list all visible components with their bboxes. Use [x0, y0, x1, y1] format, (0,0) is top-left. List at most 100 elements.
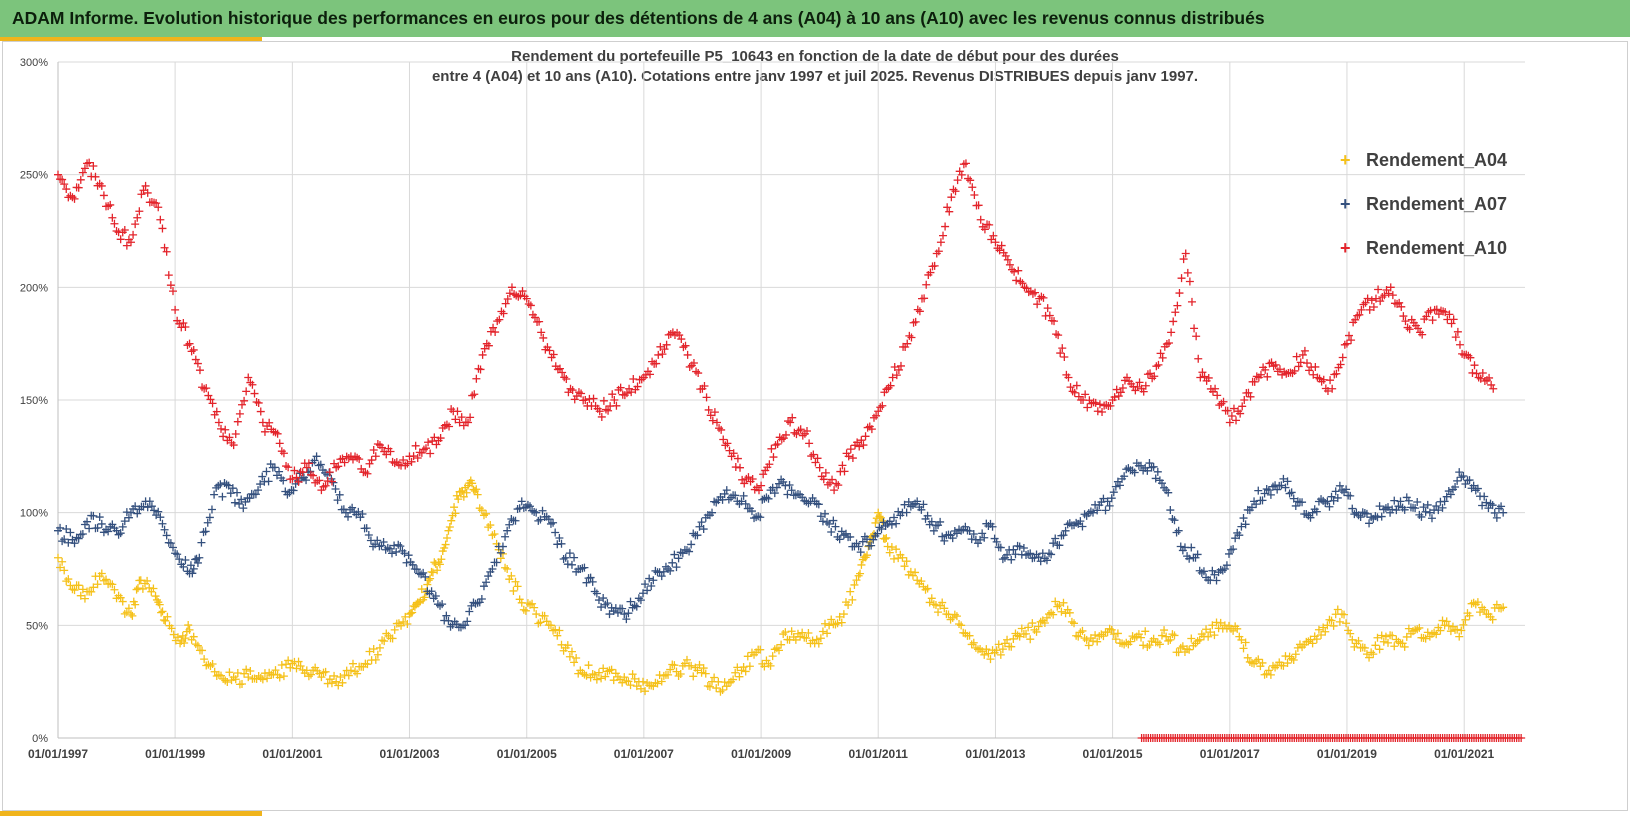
data-point-rendement-a10 [1050, 317, 1059, 326]
data-point-rendement-a04 [365, 647, 374, 656]
data-point-rendement-a04 [363, 660, 372, 669]
data-point-rendement-a04 [528, 599, 537, 608]
data-point-rendement-a10 [689, 358, 698, 367]
data-point-rendement-a07 [1492, 513, 1501, 522]
data-point-rendement-a07 [230, 498, 239, 507]
data-point-rendement-a10 [265, 418, 274, 427]
data-point-rendement-a07 [1264, 486, 1273, 495]
data-point-rendement-a07 [722, 486, 731, 495]
data-point-rendement-a10 [577, 389, 586, 398]
data-point-rendement-a10 [599, 396, 608, 405]
data-point-rendement-a04 [498, 549, 507, 558]
data-point-rendement-a10 [363, 469, 372, 478]
data-point-rendement-a10 [597, 412, 606, 421]
data-point-rendement-a10 [654, 350, 663, 359]
data-point-rendement-a07 [1459, 471, 1468, 480]
data-point-rendement-a07 [1099, 494, 1108, 503]
data-point-rendement-a04 [1469, 598, 1478, 607]
data-point-rendement-a10 [629, 374, 638, 383]
data-point-rendement-a04 [507, 571, 516, 580]
data-point-rendement-a04 [348, 659, 357, 668]
data-point-rendement-a10 [744, 473, 753, 482]
data-point-rendement-a10 [122, 241, 131, 250]
data-point-rendement-a10 [903, 339, 912, 348]
data-point-rendement-a10 [198, 383, 207, 392]
data-point-rendement-a07 [687, 540, 696, 549]
data-point-rendement-a10 [1010, 267, 1019, 276]
data-point-rendement-a07 [1400, 505, 1409, 514]
data-point-rendement-a07 [829, 516, 838, 525]
data-point-rendement-a04 [451, 509, 460, 518]
legend-item-a04: + Rendement_A04 [1340, 138, 1507, 182]
data-point-rendement-a10 [495, 315, 504, 324]
data-point-rendement-a07 [173, 550, 182, 559]
data-point-rendement-a07 [814, 500, 823, 509]
data-point-rendement-a10 [1246, 392, 1255, 401]
data-point-rendement-a04 [844, 600, 853, 609]
data-point-rendement-a10 [1133, 383, 1142, 392]
data-point-rendement-a04 [399, 617, 408, 626]
data-point-rendement-a10 [1376, 297, 1385, 306]
data-point-rendement-a10 [378, 443, 387, 452]
data-point-rendement-a07 [364, 531, 373, 540]
data-point-rendement-a10 [777, 435, 786, 444]
data-point-rendement-a10 [537, 328, 546, 337]
data-point-rendement-a04 [741, 667, 750, 676]
data-point-rendement-a04 [169, 630, 178, 639]
data-point-rendement-a07 [145, 497, 154, 506]
data-point-rendement-a07 [1212, 576, 1221, 585]
data-point-rendement-a04 [435, 560, 444, 569]
data-point-rendement-a10 [811, 458, 820, 467]
data-point-rendement-a04 [1415, 623, 1424, 632]
data-point-rendement-a10 [505, 289, 514, 298]
data-point-rendement-a07 [699, 525, 708, 534]
data-point-rendement-a10 [809, 450, 818, 459]
data-point-rendement-a10 [1418, 330, 1427, 339]
data-point-rendement-a10 [1118, 383, 1127, 392]
data-point-rendement-a07 [431, 591, 440, 600]
data-point-rendement-a10 [468, 391, 477, 400]
data-point-rendement-a10 [759, 470, 768, 479]
data-point-rendement-a10 [821, 468, 830, 477]
data-point-rendement-a07 [279, 476, 288, 485]
data-point-rendement-a04 [590, 670, 599, 679]
data-point-rendement-a07 [1365, 519, 1374, 528]
data-point-rendement-a07 [1047, 550, 1056, 559]
data-point-rendement-a10 [254, 398, 263, 407]
data-point-rendement-a07 [605, 610, 614, 619]
data-point-rendement-a07 [1003, 550, 1012, 559]
data-point-rendement-a07 [74, 534, 83, 543]
data-point-rendement-a07 [854, 542, 863, 551]
data-point-rendement-a10 [872, 411, 881, 420]
data-point-rendement-a07 [1166, 506, 1175, 515]
data-point-rendement-a07 [1055, 541, 1064, 550]
data-point-rendement-a07 [1287, 488, 1296, 497]
data-point-rendement-a07 [492, 558, 501, 567]
data-point-rendement-a07 [1499, 508, 1508, 517]
data-point-rendement-a07 [335, 490, 344, 499]
data-point-rendement-a10 [1083, 403, 1092, 412]
data-point-rendement-a04 [443, 534, 452, 542]
data-point-rendement-a10 [861, 432, 870, 441]
data-point-rendement-a04 [1202, 625, 1211, 634]
data-point-rendement-a10 [70, 194, 79, 203]
data-point-rendement-a04 [1369, 650, 1378, 659]
data-point-rendement-a07 [1417, 512, 1426, 521]
data-point-rendement-a10 [748, 475, 757, 484]
data-point-rendement-a04 [336, 672, 345, 681]
data-point-rendement-a10 [1426, 306, 1435, 315]
data-point-rendement-a07 [904, 497, 913, 506]
data-point-rendement-a10 [424, 438, 433, 447]
data-point-rendement-a04 [1375, 645, 1384, 654]
data-point-rendement-a10 [74, 183, 83, 192]
data-point-rendement-a07 [567, 560, 576, 569]
legend-item-a07: + Rendement_A07 [1340, 182, 1507, 226]
data-point-rendement-a04 [1258, 658, 1267, 667]
data-point-rendement-a07 [419, 568, 428, 577]
data-point-rendement-a07 [590, 587, 599, 596]
data-point-rendement-a07 [1486, 499, 1495, 508]
data-point-rendement-a07 [1411, 504, 1420, 513]
data-point-rendement-a04 [1067, 617, 1076, 626]
data-point-rendement-a07 [820, 509, 829, 518]
data-point-rendement-a07 [408, 560, 417, 569]
